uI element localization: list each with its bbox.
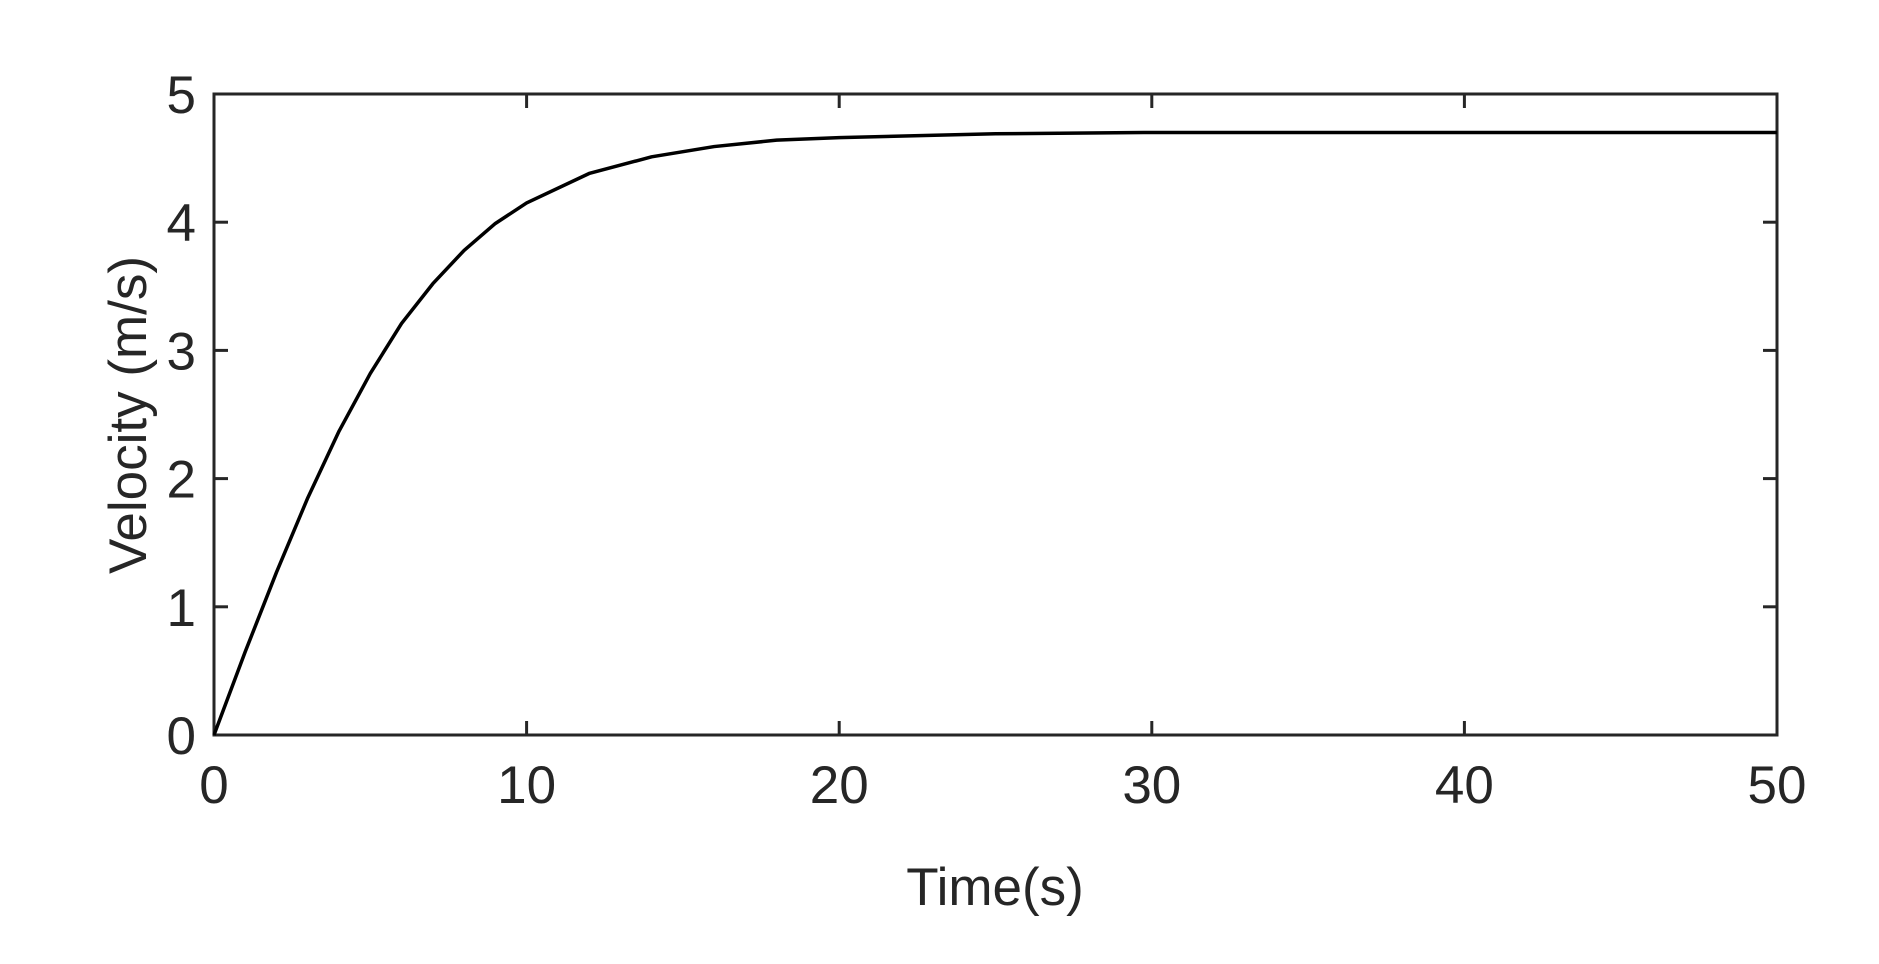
y-tick-label: 3	[167, 322, 196, 381]
y-tick-label: 1	[167, 579, 196, 638]
x-tick-label: 0	[199, 756, 228, 815]
x-tick-label: 30	[1122, 756, 1181, 815]
x-tick-label: 20	[810, 756, 869, 815]
data-line	[212, 130, 1777, 736]
x-tick-label: 10	[497, 756, 556, 815]
y-tick-label: 0	[167, 707, 196, 766]
x-axis-label: Time(s)	[906, 858, 1084, 917]
y-axis-label: Velocity (m/s)	[99, 256, 158, 574]
plot-frame	[212, 92, 1779, 737]
y-tick-label: 2	[167, 451, 196, 510]
y-tick-label: 4	[167, 194, 196, 253]
x-tick-label: 40	[1435, 756, 1494, 815]
x-tick-label: 50	[1748, 756, 1807, 815]
y-tick-label: 5	[167, 66, 196, 125]
